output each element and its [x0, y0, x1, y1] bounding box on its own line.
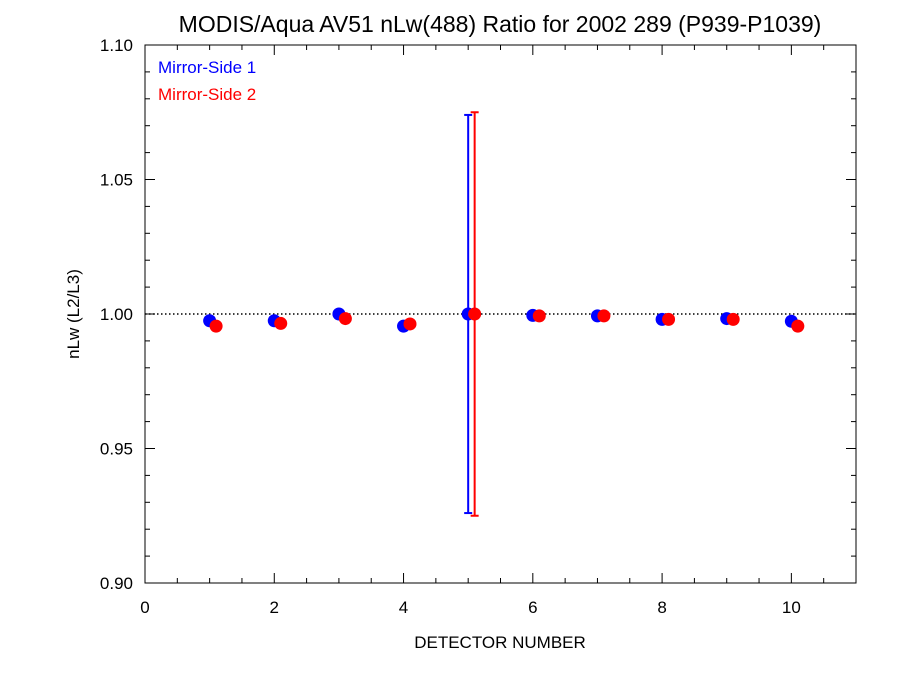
- plot-area: 0 2 4 6 8 10 0.90 0.95 1.00 1.05 1.10: [100, 36, 857, 617]
- data-point: [726, 312, 740, 326]
- x-tick-label: 10: [782, 598, 801, 617]
- x-tick-label: 0: [140, 598, 149, 617]
- x-axis-label: DETECTOR NUMBER: [414, 633, 586, 652]
- y-tick-label: 1.00: [100, 305, 133, 324]
- x-tick-label: 4: [399, 598, 408, 617]
- legend-entry: Mirror-Side 1: [158, 58, 256, 77]
- data-point: [468, 307, 482, 321]
- y-axis-label: nLw (L2/L3): [64, 269, 83, 359]
- series-1: [203, 113, 798, 515]
- data-point: [597, 309, 611, 323]
- data-point: [274, 316, 288, 330]
- y-tick-label: 0.95: [100, 440, 133, 459]
- data-point: [791, 319, 805, 333]
- legend-entry: Mirror-Side 2: [158, 85, 256, 104]
- y-tick-label: 1.05: [100, 171, 133, 190]
- data-point: [209, 319, 223, 333]
- y-tick-label: 1.10: [100, 36, 133, 55]
- chart-title: MODIS/Aqua AV51 nLw(488) Ratio for 2002 …: [179, 11, 822, 37]
- data-point: [662, 312, 676, 326]
- data-point: [403, 317, 417, 331]
- x-tick-label: 8: [657, 598, 666, 617]
- data-point: [532, 309, 546, 323]
- data-point: [338, 312, 352, 326]
- series-2: [209, 111, 805, 517]
- x-tick-label: 6: [528, 598, 537, 617]
- y-tick-label: 0.90: [100, 574, 133, 593]
- legend: Mirror-Side 1 Mirror-Side 2: [158, 58, 256, 104]
- x-tick-label: 2: [270, 598, 279, 617]
